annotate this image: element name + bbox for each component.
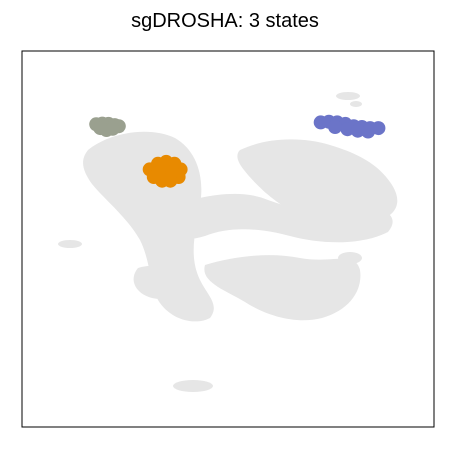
- state-2-cluster: [142, 154, 188, 188]
- cloud-bottom-blob: [133, 265, 183, 300]
- state-2-point-12: [165, 165, 180, 180]
- state-3-point-9: [340, 122, 355, 137]
- state-2-point-11: [153, 165, 167, 180]
- state-1-point-8: [105, 121, 120, 136]
- state-3-point-11: [361, 124, 376, 139]
- state-1-cluster: [89, 116, 126, 137]
- cloud-small-bottom: [173, 380, 213, 392]
- state-3-cluster: [313, 114, 386, 139]
- state-3-point-10: [350, 123, 365, 138]
- background-cells: [58, 92, 398, 392]
- state-3-point-12: [328, 120, 343, 134]
- state-points: [89, 114, 386, 188]
- cloud-center-band: [160, 193, 393, 243]
- state-1-point-7: [93, 121, 108, 136]
- cloud-right-top: [237, 139, 398, 224]
- cloud-right-lower: [204, 255, 361, 321]
- cloud-small-left: [58, 240, 82, 248]
- plot-frame: [21, 50, 435, 428]
- cloud-small-right-edge: [338, 252, 362, 264]
- cloud-small-top-right: [336, 92, 360, 100]
- chart-title: sgDROSHA: 3 states: [131, 10, 319, 32]
- cloud-small-top-right-2: [350, 101, 362, 107]
